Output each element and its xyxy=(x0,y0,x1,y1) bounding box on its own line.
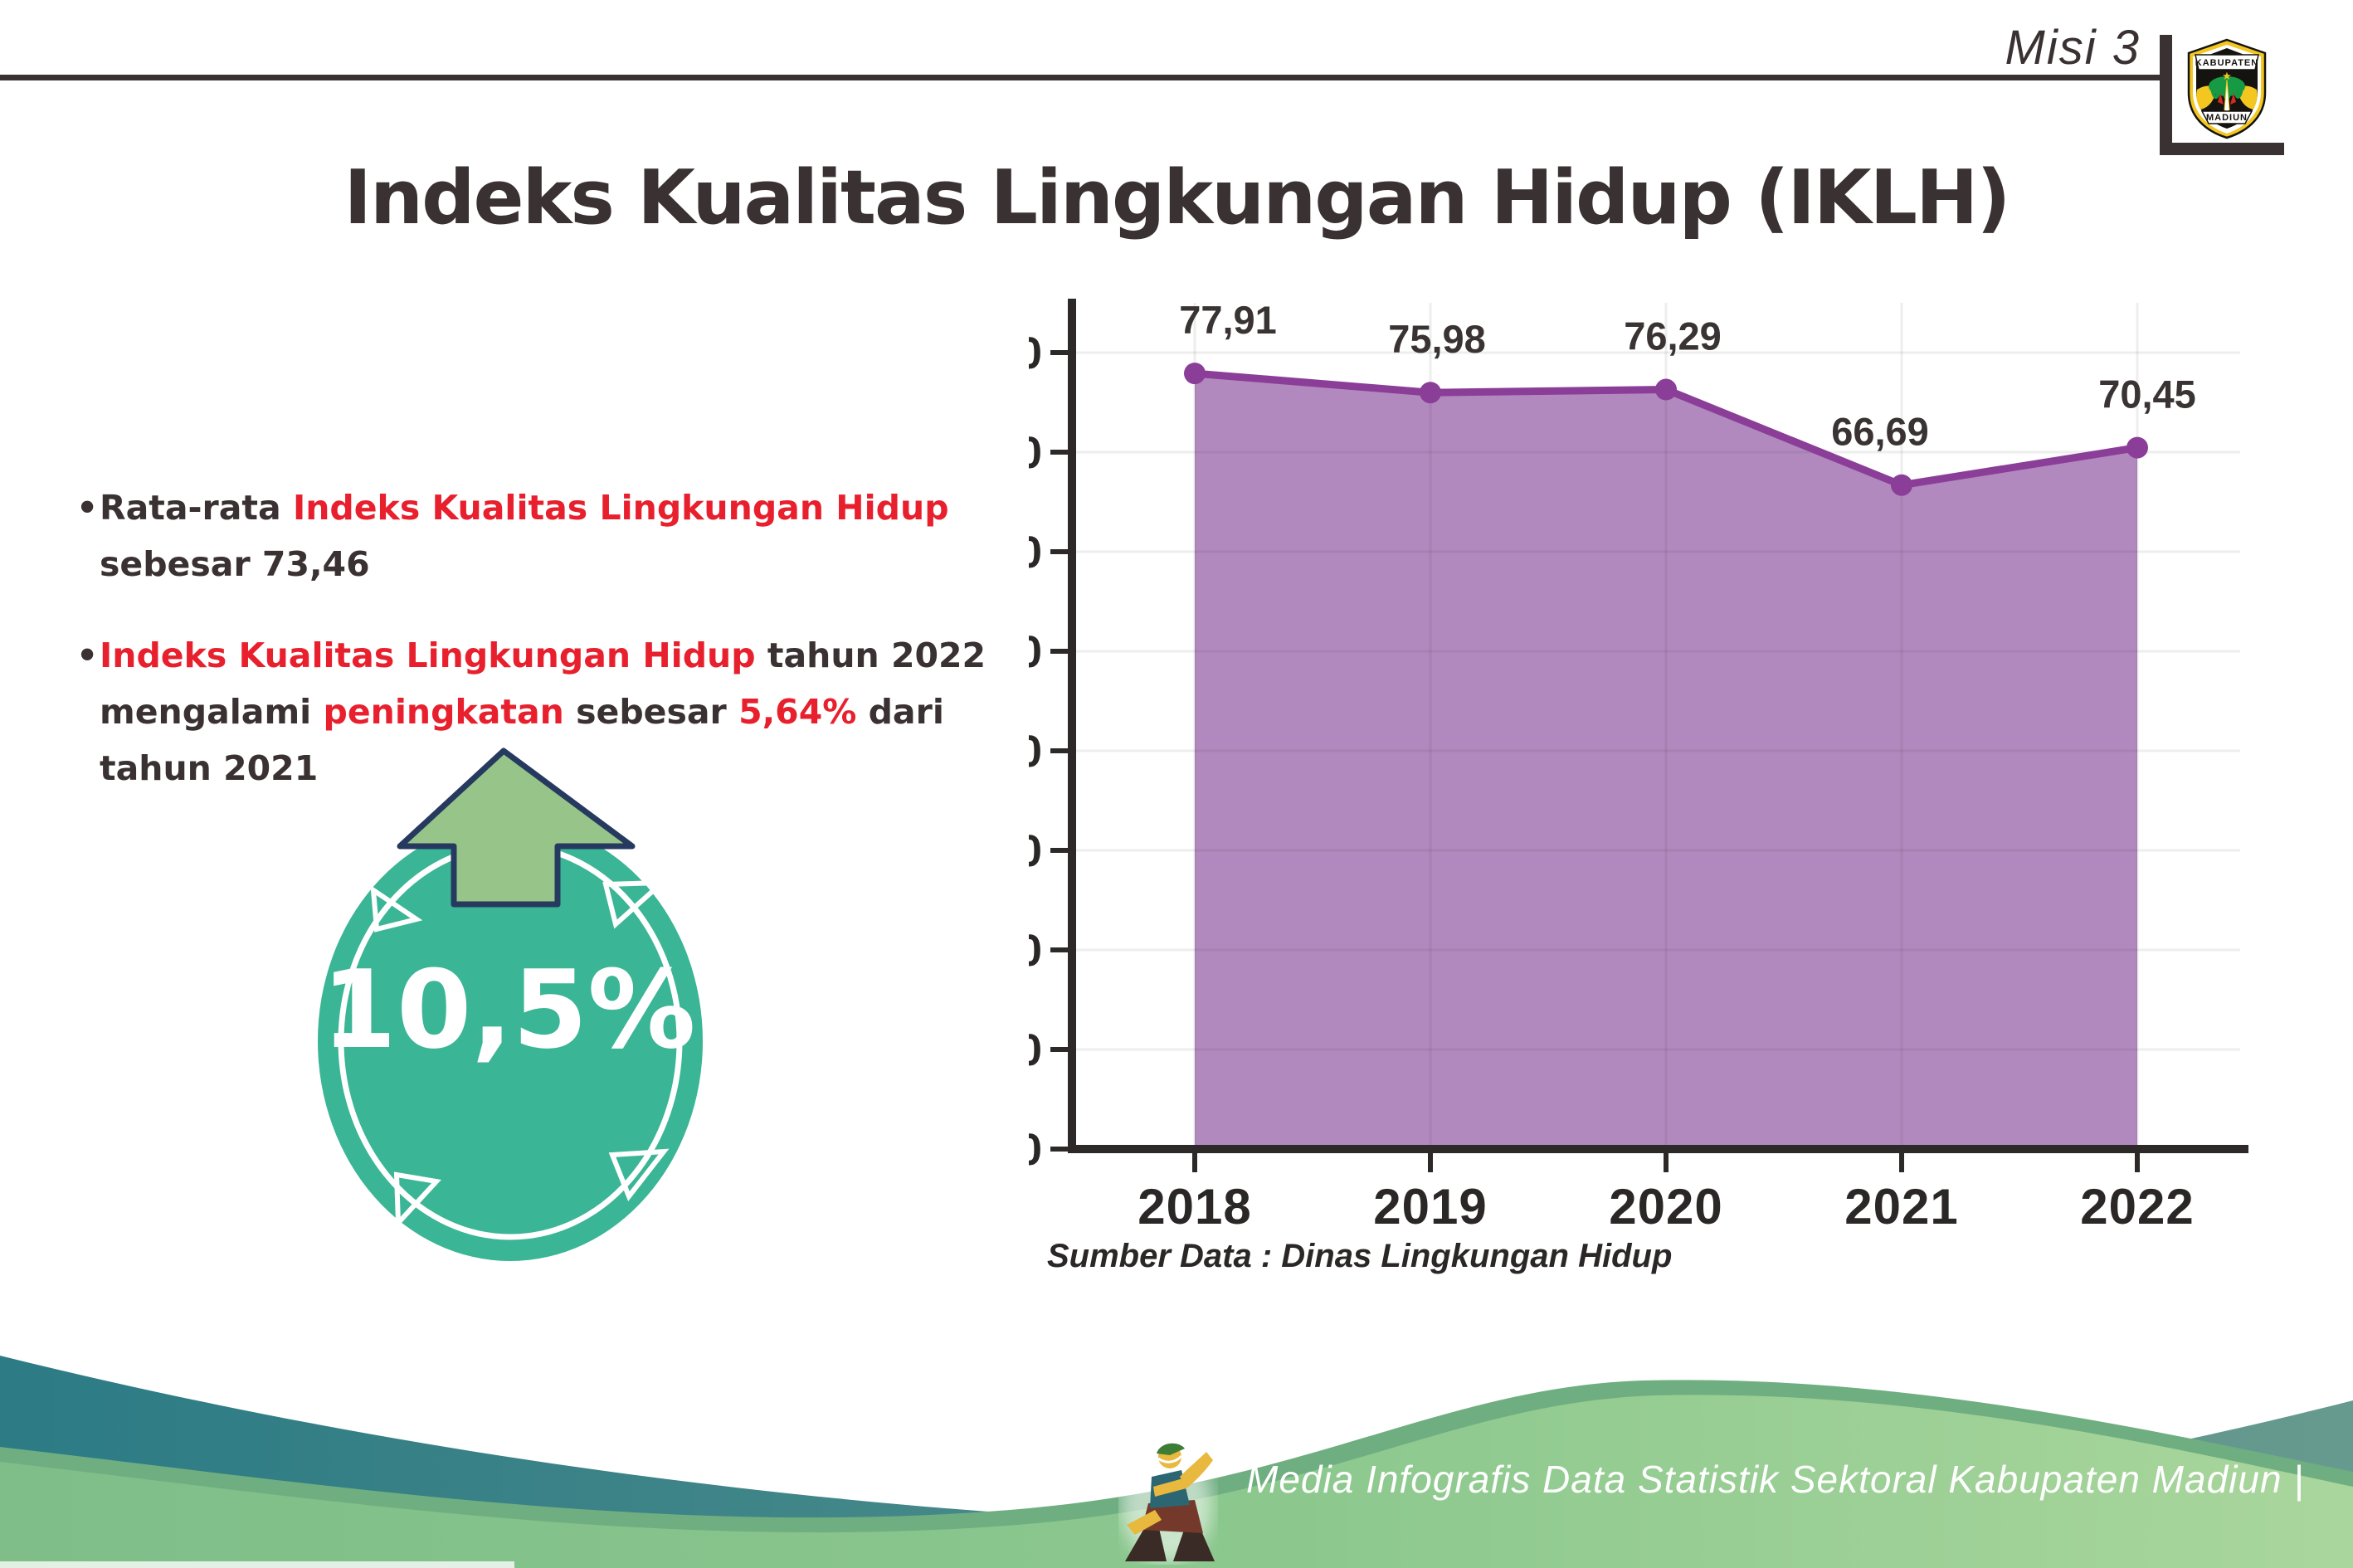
text-segment: Indeks Kualitas Lingkungan Hidup xyxy=(292,488,949,528)
chart-point xyxy=(1420,382,1441,404)
x-axis-tick xyxy=(1428,1149,1433,1172)
bullet-average-iklh: Rata-rata Indeks Kualitas Lingkungan Hid… xyxy=(76,480,1012,592)
data-label: 75,98 xyxy=(1388,317,1486,361)
logo-top-label: KABUPATEN xyxy=(2195,58,2258,68)
footer-credit: Media Infografis Data Statistik Sektoral… xyxy=(1246,1458,2305,1501)
badge-spark-icon xyxy=(370,885,423,933)
y-tick-label: 0 xyxy=(1029,1125,1042,1175)
x-tick-label: 2019 xyxy=(1373,1179,1487,1234)
increase-percentage-badge: 10,5% xyxy=(318,747,703,1261)
data-label: 76,29 xyxy=(1624,314,1722,358)
y-axis-tick xyxy=(1050,1147,1072,1152)
y-tick-label: 60 xyxy=(1029,528,1042,577)
x-axis-tick xyxy=(2135,1149,2140,1172)
page-title: Indeks Kualitas Lingkungan Hidup (IKLH) xyxy=(343,154,2011,242)
x-axis-line xyxy=(1068,1145,2248,1153)
y-tick-label: 80 xyxy=(1029,329,1042,378)
data-label: 77,91 xyxy=(1179,298,1277,342)
text-segment: sebesar xyxy=(563,692,739,733)
y-axis-line xyxy=(1068,299,1076,1153)
text-segment: Rata-rata xyxy=(100,488,293,528)
chart-area xyxy=(1195,373,2137,1149)
y-tick-label: 70 xyxy=(1029,428,1042,478)
logo-star-icon: ★ xyxy=(2222,70,2232,82)
logo-bracket-vertical xyxy=(2160,35,2172,153)
y-axis-tick xyxy=(1050,748,1072,753)
summary-bullets: Rata-rata Indeks Kualitas Lingkungan Hid… xyxy=(76,480,1012,831)
dancer-mascot-icon xyxy=(1121,1443,1215,1563)
text-segment: 5,64% xyxy=(738,692,857,733)
bullet-increase-2022: Indeks Kualitas Lingkungan Hidup tahun 2… xyxy=(76,627,1012,796)
y-axis-tick xyxy=(1050,450,1072,455)
iklh-area-chart: 0 10 20 30 40 50 60 70 80 2018 2019 2020 2021 2022 77,… xyxy=(1029,298,2248,1234)
up-arrow-icon xyxy=(397,747,636,908)
x-tick-label: 2021 xyxy=(1844,1179,1958,1234)
badge-circle xyxy=(318,821,703,1261)
chart-point xyxy=(1655,378,1677,401)
logo-bracket-horizontal xyxy=(2160,143,2284,155)
text-segment: peningkatan xyxy=(323,692,564,733)
x-tick-label: 2020 xyxy=(1609,1179,1722,1234)
badge-spark-icon xyxy=(602,879,670,929)
y-tick-label: 20 xyxy=(1029,926,1042,976)
x-tick-label: 2018 xyxy=(1138,1179,1251,1234)
misi-label: Misi 3 xyxy=(2005,21,2141,75)
y-axis-tick xyxy=(1050,649,1072,654)
y-tick-label: 10 xyxy=(1029,1025,1042,1075)
y-tick-label: 50 xyxy=(1029,627,1042,677)
badge-value: 10,5% xyxy=(321,947,695,1073)
x-tick-label: 2022 xyxy=(2080,1179,2194,1234)
text-segment: Indeks Kualitas Lingkungan Hidup xyxy=(100,635,756,676)
chart-point xyxy=(2126,436,2148,459)
logo-bottom-label: MADIUN xyxy=(2206,113,2248,123)
text-segment: tahun 2022 mengalami xyxy=(100,635,987,733)
text-segment: sebesar 73,46 xyxy=(100,544,370,585)
header-rule xyxy=(0,75,2160,80)
y-axis-tick xyxy=(1050,947,1072,952)
x-axis-tick xyxy=(1664,1149,1669,1172)
y-axis-tick xyxy=(1050,549,1072,554)
y-tick-label: 40 xyxy=(1029,727,1042,777)
bottom-edge-strip xyxy=(0,1561,514,1568)
y-tick-label: 30 xyxy=(1029,826,1042,876)
data-label: 70,45 xyxy=(2098,373,2196,416)
badge-spark-icon xyxy=(393,1171,441,1230)
y-axis-tick xyxy=(1050,350,1072,355)
x-axis-tick xyxy=(1192,1149,1197,1172)
chart-point xyxy=(1184,363,1206,385)
text-segment: dari tahun 2021 xyxy=(100,692,944,789)
y-axis-tick xyxy=(1050,848,1072,853)
kabupaten-madiun-crest-icon: KABUPATEN ★ MADIUN xyxy=(2187,38,2267,139)
wave-green xyxy=(0,1395,2353,1568)
source-note: Sumber Data : Dinas Lingkungan Hidup xyxy=(1047,1238,1673,1274)
chart-point xyxy=(1891,474,1912,496)
badge-spark-icon xyxy=(608,1148,670,1201)
x-axis-tick xyxy=(1899,1149,1904,1172)
data-label: 66,69 xyxy=(1831,410,1929,454)
y-axis-tick xyxy=(1050,1047,1072,1052)
